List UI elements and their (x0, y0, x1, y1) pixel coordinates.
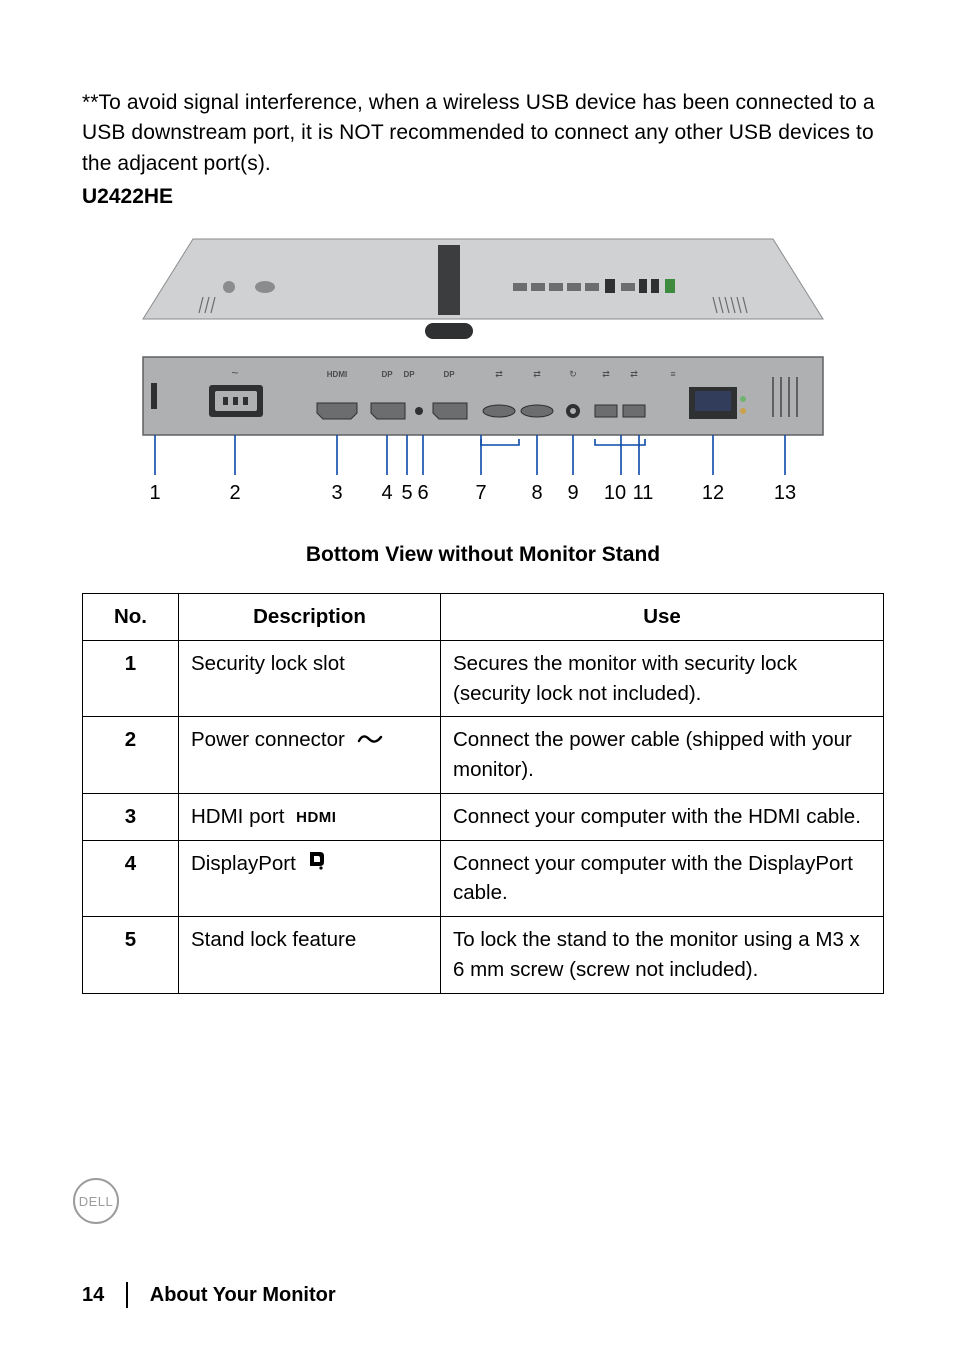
svg-text:⇄: ⇄ (533, 369, 541, 379)
cell-desc: DisplayPort (179, 840, 441, 916)
figure-caption: Bottom View without Monitor Stand (82, 543, 884, 567)
dp-port-2-icon (433, 403, 467, 419)
page-number: 14 (82, 1284, 104, 1307)
svg-text:HDMI: HDMI (327, 370, 347, 379)
cell-no: 1 (83, 641, 179, 717)
footer-separator (126, 1282, 128, 1308)
cell-use: To lock the stand to the monitor using a… (441, 917, 884, 993)
monitor-bottom-diagram-svg: ~ HDMI DP DP DP (133, 227, 833, 527)
page-footer: 14 About Your Monitor (82, 1282, 336, 1308)
cell-desc: HDMI port HDMI (179, 793, 441, 840)
figure-label-6: 6 (417, 482, 428, 504)
bottom-view-figure: ~ HDMI DP DP DP (82, 227, 884, 567)
svg-text:⇄: ⇄ (602, 369, 610, 379)
svg-text:⇄: ⇄ (630, 369, 638, 379)
cell-no: 5 (83, 917, 179, 993)
cell-use: Connect the power cable (shipped with yo… (441, 717, 884, 793)
figure-label-12: 12 (702, 482, 724, 504)
cell-use: Connect your computer with the DisplayPo… (441, 840, 884, 916)
figure-label-9: 9 (567, 482, 578, 504)
svg-text:DP: DP (443, 370, 455, 379)
dell-logo-badge: DELL (70, 1175, 122, 1232)
dp-port-1-icon (371, 403, 405, 419)
ports-table: No. Description Use 1 Security lock slot… (82, 593, 884, 993)
cell-no: 2 (83, 717, 179, 793)
svg-text:DP: DP (403, 370, 415, 379)
svg-text:~: ~ (231, 366, 238, 380)
table-row: 1 Security lock slot Secures the monitor… (83, 641, 884, 717)
figure-label-3: 3 (331, 482, 342, 504)
cell-no: 4 (83, 840, 179, 916)
th-no: No. (83, 594, 179, 641)
table-row: 2 Power connector Connect the power cabl… (83, 717, 884, 793)
power-inlet-icon (209, 385, 263, 417)
figure-label-13: 13 (774, 482, 796, 504)
svg-text:⇄: ⇄ (495, 369, 503, 379)
cell-desc: Stand lock feature (179, 917, 441, 993)
figure-label-7: 7 (475, 482, 486, 504)
hdmi-icon: HDMI (296, 807, 336, 829)
figure-label-4: 4 (381, 482, 392, 504)
displayport-icon (308, 849, 326, 879)
table-row: 3 HDMI port HDMI Connect your computer w… (83, 793, 884, 840)
cell-use: Secures the monitor with security lock (… (441, 641, 884, 717)
ac-power-icon (357, 726, 383, 756)
figure-label-8: 8 (531, 482, 542, 504)
cell-desc: Security lock slot (179, 641, 441, 717)
figure-label-1: 1 (149, 482, 160, 504)
svg-text:≡: ≡ (670, 369, 675, 379)
hdmi-port-icon (317, 403, 357, 419)
figure-label-2: 2 (229, 482, 240, 504)
figure-label-11: 11 (633, 482, 654, 504)
table-row: 4 DisplayPort Connect your computer with… (83, 840, 884, 916)
footer-section: About Your Monitor (150, 1284, 336, 1307)
cell-no: 3 (83, 793, 179, 840)
th-description: Description (179, 594, 441, 641)
svg-text:↻: ↻ (569, 369, 577, 379)
cell-desc: Power connector (179, 717, 441, 793)
th-use: Use (441, 594, 884, 641)
cell-use: Connect your computer with the HDMI cabl… (441, 793, 884, 840)
svg-text:DP: DP (381, 370, 393, 379)
table-row: 5 Stand lock feature To lock the stand t… (83, 917, 884, 993)
model-heading: U2422HE (82, 185, 884, 209)
figure-label-5: 5 (401, 482, 412, 504)
svg-text:DELL: DELL (79, 1194, 114, 1209)
note-paragraph: **To avoid signal interference, when a w… (82, 88, 884, 179)
figure-label-10: 10 (604, 482, 626, 504)
